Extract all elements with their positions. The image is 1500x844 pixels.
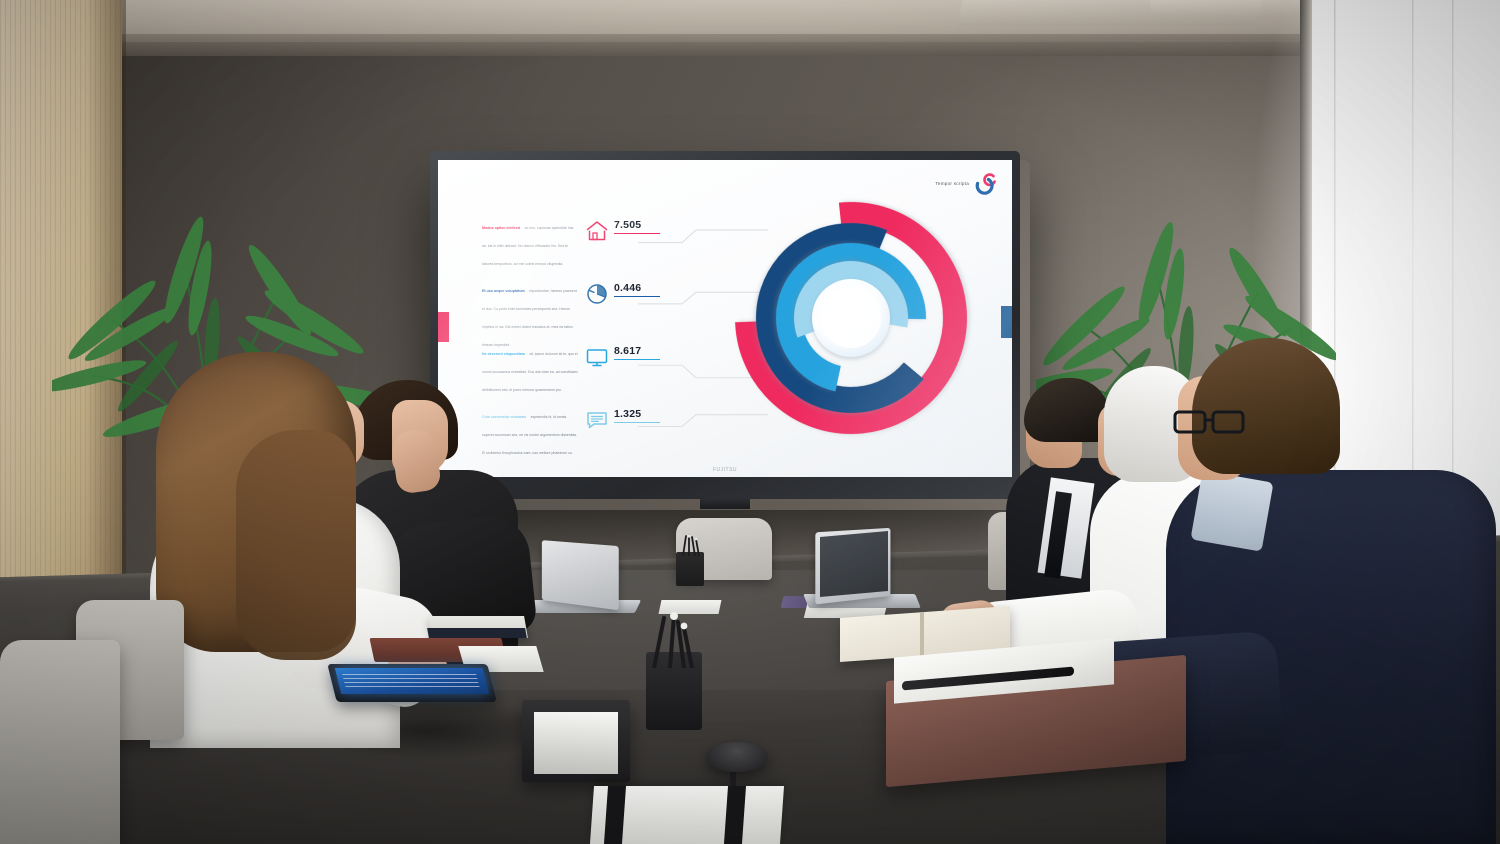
metric-value: 8.617 xyxy=(614,345,642,357)
display-wall-mount xyxy=(700,499,750,509)
glasses-icon xyxy=(1172,406,1250,436)
metric-body: expetendis hi, id omnis saperet accumsan… xyxy=(482,415,578,455)
wall-mounted-display[interactable]: Tempor scripta xyxy=(430,151,1020,499)
metric-value-group: 7.505 xyxy=(614,214,660,235)
tablet-screen-content xyxy=(342,674,480,688)
right-accent-tab xyxy=(1001,306,1012,338)
metric-description: Modus option eleifend cu nec, copiosae s… xyxy=(482,214,578,270)
paper-stack[interactable] xyxy=(534,712,618,774)
metric-row[interactable]: Et usu aeque voluptatum repudiandae, hab… xyxy=(482,277,712,347)
wall-top-edge xyxy=(118,34,1318,56)
metric-body: sit, ipsum dolorum sit te, quo ei mundi … xyxy=(482,352,578,392)
metric-row[interactable]: Modus option eleifend cu nec, copiosae s… xyxy=(482,214,712,277)
metric-rule xyxy=(614,422,660,424)
metric-lead: Cum consetetur nominavi xyxy=(482,415,527,419)
connector-lines xyxy=(638,229,774,427)
concentric-donut-chart[interactable] xyxy=(727,194,975,442)
left-accent-tab xyxy=(438,312,449,342)
display-brand-label: FUJITSU xyxy=(712,467,738,473)
logo-mark-icon xyxy=(972,170,998,196)
metric-body: repudiandae, habeas praesent ei duo. Cu … xyxy=(482,289,577,347)
metric-value-group: 0.446 xyxy=(614,277,660,298)
monitor-icon xyxy=(584,344,610,370)
slide-logo: Tempor scripta xyxy=(935,170,998,196)
man-dark-suit-hair xyxy=(1024,378,1110,442)
pen-holder-far[interactable] xyxy=(676,552,704,586)
metric-description: Ne deserunt eloquentiam sit, ipsum dolor… xyxy=(482,340,578,396)
conference-microphone[interactable] xyxy=(706,742,768,772)
metric-value-group: 1.325 xyxy=(614,403,660,424)
laptop-right-screen[interactable] xyxy=(820,531,888,597)
metric-rows: Modus option eleifend cu nec, copiosae s… xyxy=(482,214,712,466)
document-icon xyxy=(584,407,610,433)
pens xyxy=(640,612,710,670)
chair[interactable] xyxy=(0,640,120,844)
book-spine xyxy=(920,611,924,657)
metric-row[interactable]: Ne deserunt eloquentiam sit, ipsum dolor… xyxy=(482,340,712,403)
metric-row[interactable]: Cum consetetur nominavi expetendis hi, i… xyxy=(482,403,712,466)
metric-body: cu nec, copiosae splendide has an, ius i… xyxy=(482,226,574,266)
home-icon xyxy=(584,218,610,244)
metric-value: 7.505 xyxy=(614,219,642,231)
laptop-left[interactable] xyxy=(541,540,619,611)
metric-rule xyxy=(614,296,660,298)
metric-description: Cum consetetur nominavi expetendis hi, i… xyxy=(482,403,578,459)
metric-lead: Modus option eleifend xyxy=(482,226,521,230)
pie-chart-icon xyxy=(584,281,610,307)
display-screen[interactable]: Tempor scripta xyxy=(438,160,1012,477)
logo-text: Tempor scripta xyxy=(935,180,969,186)
woman-long-brown-hair-strand xyxy=(236,430,356,660)
man-navy-suit-hair xyxy=(1192,338,1340,474)
notebook-cover xyxy=(427,628,527,638)
metric-description: Et usu aeque voluptatum repudiandae, hab… xyxy=(482,277,578,351)
presentation-slide: Tempor scripta xyxy=(438,160,1012,477)
metric-lead: Et usu aeque voluptatum xyxy=(482,289,525,293)
man-navy-suit-collar xyxy=(1190,470,1274,552)
metric-rule xyxy=(614,359,660,361)
metric-value: 1.325 xyxy=(614,408,642,420)
metric-value: 0.446 xyxy=(614,282,642,294)
metric-value-group: 8.617 xyxy=(614,340,660,361)
pens xyxy=(678,534,704,557)
metric-rule xyxy=(614,233,660,235)
microphone-stem xyxy=(730,766,736,788)
metric-lead: Ne deserunt eloquentiam xyxy=(482,352,525,356)
